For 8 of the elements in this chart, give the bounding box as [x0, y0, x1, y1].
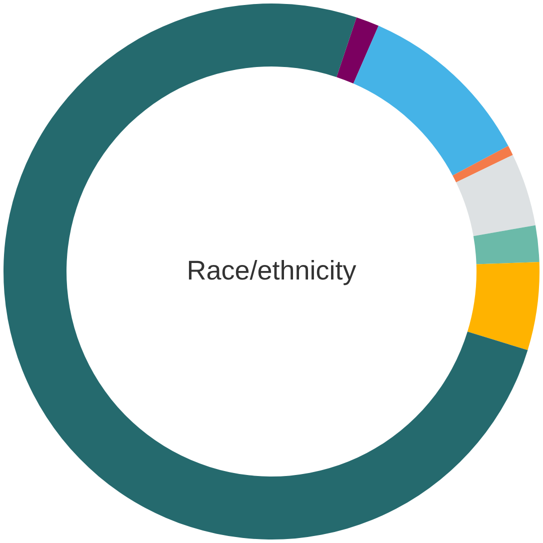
donut-slice [452, 146, 513, 182]
text: Race/ethnicity [186, 256, 357, 286]
donut-slice [353, 26, 508, 176]
donut-slice [467, 262, 540, 350]
donut-slice [456, 154, 536, 236]
donut-slice [473, 225, 540, 264]
donut-slice [4, 4, 528, 540]
donut-slice [336, 17, 379, 84]
